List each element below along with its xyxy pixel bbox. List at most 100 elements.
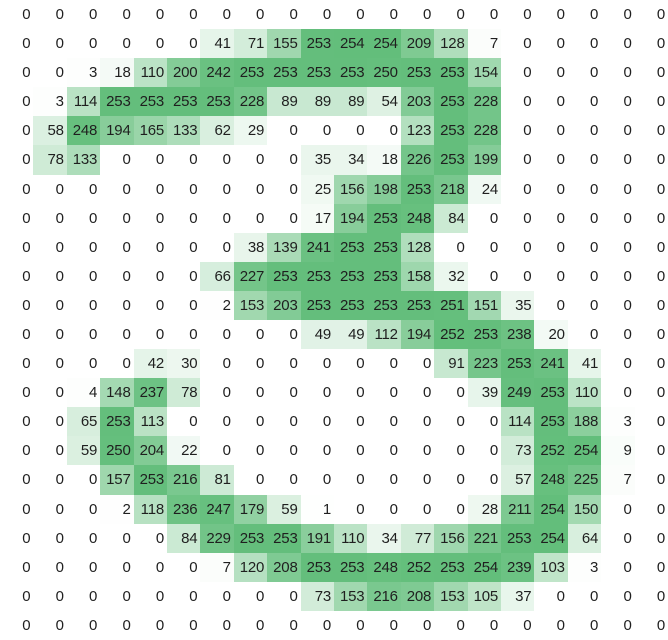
grid-cell[interactable]: 0	[400, 494, 435, 524]
grid-cell[interactable]: 0	[434, 0, 468, 30]
grid-cell[interactable]: 0	[0, 29, 34, 59]
grid-cell[interactable]: 0	[634, 232, 668, 262]
grid-cell[interactable]: 0	[33, 378, 67, 408]
grid-cell[interactable]: 0	[267, 116, 301, 146]
grid-cell[interactable]: 0	[133, 523, 167, 553]
grid-cell[interactable]: 0	[133, 203, 167, 233]
grid-cell[interactable]: 0	[133, 0, 167, 30]
grid-cell[interactable]: 253	[300, 261, 334, 291]
grid-cell[interactable]: 0	[233, 581, 268, 611]
grid-cell[interactable]: 0	[200, 203, 234, 233]
grid-cell[interactable]: 0	[267, 349, 301, 379]
grid-cell[interactable]: 0	[300, 378, 334, 408]
grid-cell[interactable]: 81	[200, 465, 234, 495]
grid-cell[interactable]: 84	[434, 203, 468, 233]
grid-cell[interactable]: 0	[367, 349, 401, 379]
grid-cell[interactable]: 0	[0, 581, 34, 611]
grid-cell[interactable]: 0	[233, 0, 268, 30]
grid-cell[interactable]: 253	[434, 87, 468, 117]
grid-cell[interactable]: 0	[0, 87, 34, 117]
grid-cell[interactable]: 0	[267, 145, 301, 175]
grid-cell[interactable]: 0	[200, 349, 234, 379]
grid-cell[interactable]: 4	[66, 378, 101, 408]
grid-cell[interactable]: 225	[567, 465, 602, 495]
grid-cell[interactable]: 118	[133, 494, 167, 524]
grid-cell[interactable]: 0	[534, 145, 568, 175]
grid-cell[interactable]: 0	[567, 290, 602, 320]
grid-cell[interactable]: 0	[334, 0, 368, 30]
grid-cell[interactable]: 0	[267, 174, 301, 204]
grid-cell[interactable]: 37	[501, 581, 535, 611]
grid-cell[interactable]: 0	[634, 116, 668, 146]
grid-cell[interactable]: 0	[501, 29, 535, 59]
grid-cell[interactable]: 1	[300, 494, 334, 524]
grid-cell[interactable]: 0	[434, 465, 468, 495]
grid-cell[interactable]: 0	[400, 349, 435, 379]
grid-cell[interactable]: 0	[567, 0, 602, 30]
grid-cell[interactable]: 0	[634, 261, 668, 291]
grid-cell[interactable]: 241	[534, 349, 568, 379]
grid-cell[interactable]: 0	[33, 232, 67, 262]
grid-cell[interactable]: 0	[300, 116, 334, 146]
grid-cell[interactable]: 253	[367, 261, 401, 291]
grid-cell[interactable]: 0	[66, 610, 101, 640]
grid-cell[interactable]: 113	[133, 407, 167, 437]
grid-cell[interactable]: 7	[467, 29, 501, 59]
grid-cell[interactable]: 34	[367, 523, 401, 553]
grid-cell[interactable]: 0	[33, 261, 67, 291]
grid-cell[interactable]: 216	[167, 465, 201, 495]
grid-cell[interactable]: 179	[233, 494, 268, 524]
grid-cell[interactable]: 0	[400, 465, 435, 495]
grid-cell[interactable]: 139	[267, 232, 301, 262]
grid-cell[interactable]: 236	[167, 494, 201, 524]
grid-cell[interactable]: 65	[66, 407, 101, 437]
grid-cell[interactable]: 0	[534, 58, 568, 88]
grid-cell[interactable]: 0	[334, 494, 368, 524]
grid-cell[interactable]: 0	[267, 436, 301, 466]
grid-cell[interactable]: 253	[267, 261, 301, 291]
grid-cell[interactable]: 0	[200, 581, 234, 611]
grid-cell[interactable]: 0	[434, 494, 468, 524]
grid-cell[interactable]: 0	[601, 232, 635, 262]
grid-cell[interactable]: 0	[167, 581, 201, 611]
grid-cell[interactable]: 0	[534, 610, 568, 640]
grid-cell[interactable]: 3	[567, 552, 602, 582]
grid-cell[interactable]: 248	[66, 116, 101, 146]
grid-cell[interactable]: 0	[167, 0, 201, 30]
grid-cell[interactable]: 0	[0, 465, 34, 495]
grid-cell[interactable]: 253	[434, 552, 468, 582]
grid-cell[interactable]: 0	[334, 610, 368, 640]
grid-cell[interactable]: 0	[634, 0, 668, 30]
grid-cell[interactable]: 191	[300, 523, 334, 553]
grid-cell[interactable]: 253	[233, 523, 268, 553]
grid-cell[interactable]: 199	[467, 145, 501, 175]
grid-cell[interactable]: 0	[267, 465, 301, 495]
grid-cell[interactable]: 0	[167, 29, 201, 59]
grid-cell[interactable]: 156	[434, 523, 468, 553]
grid-cell[interactable]: 253	[300, 290, 334, 320]
grid-cell[interactable]: 221	[467, 523, 501, 553]
grid-cell[interactable]: 253	[400, 290, 435, 320]
grid-cell[interactable]: 253	[434, 145, 468, 175]
grid-cell[interactable]: 0	[33, 465, 67, 495]
grid-cell[interactable]: 252	[534, 436, 568, 466]
grid-cell[interactable]: 0	[601, 349, 635, 379]
grid-cell[interactable]: 0	[567, 581, 602, 611]
grid-cell[interactable]: 0	[33, 290, 67, 320]
grid-cell[interactable]: 0	[601, 552, 635, 582]
grid-cell[interactable]: 0	[33, 523, 67, 553]
grid-cell[interactable]: 0	[501, 145, 535, 175]
grid-cell[interactable]: 253	[334, 261, 368, 291]
grid-cell[interactable]: 0	[534, 116, 568, 146]
grid-cell[interactable]: 253	[267, 523, 301, 553]
grid-cell[interactable]: 3	[66, 58, 101, 88]
grid-cell[interactable]: 73	[501, 436, 535, 466]
grid-cell[interactable]: 0	[634, 320, 668, 350]
grid-cell[interactable]: 0	[133, 261, 167, 291]
grid-cell[interactable]: 239	[501, 552, 535, 582]
grid-cell[interactable]: 77	[400, 523, 435, 553]
grid-cell[interactable]: 58	[33, 116, 67, 146]
grid-cell[interactable]: 0	[501, 58, 535, 88]
grid-cell[interactable]: 0	[601, 29, 635, 59]
grid-cell[interactable]: 0	[100, 145, 134, 175]
